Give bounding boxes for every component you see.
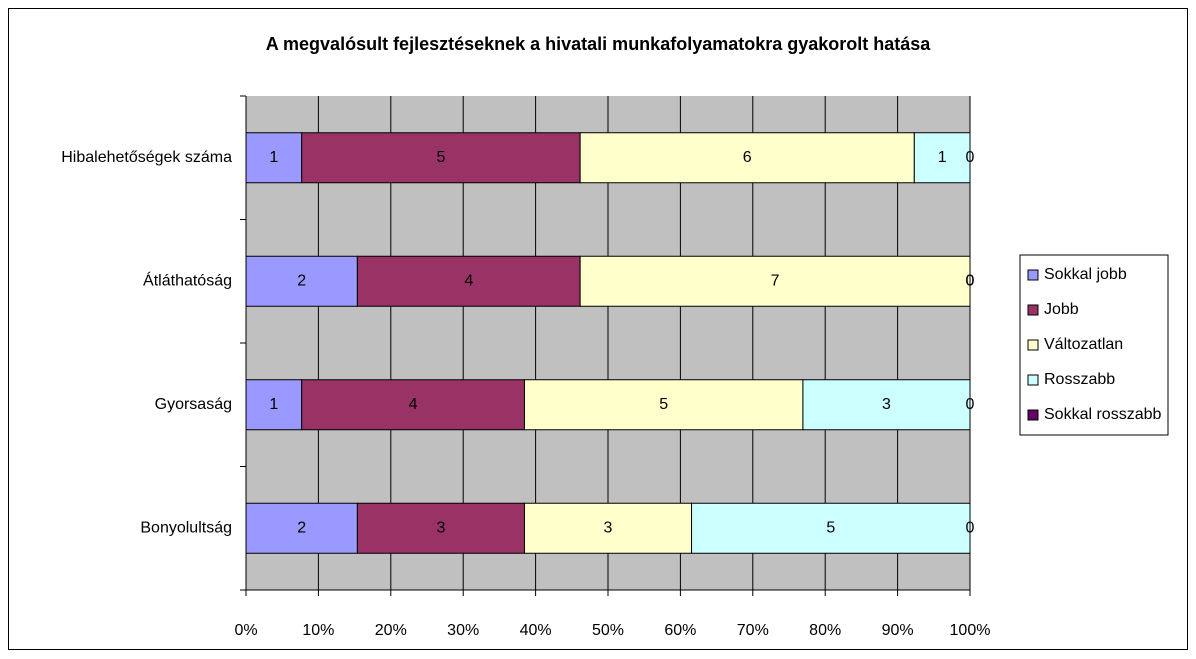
bar-segment bbox=[913, 132, 971, 184]
chart-title: A megvalósult fejlesztéseknek a hivatali… bbox=[266, 34, 932, 54]
data-label: 4 bbox=[464, 272, 473, 289]
legend-swatch bbox=[1027, 409, 1039, 421]
x-tick-label: 70% bbox=[737, 622, 769, 639]
data-label: 0 bbox=[966, 396, 975, 413]
data-label: 1 bbox=[938, 149, 947, 166]
bar-segment bbox=[245, 502, 358, 554]
legend-swatch bbox=[1027, 304, 1039, 316]
y-tick-label: Gyorsaság bbox=[155, 396, 232, 413]
legend-swatch bbox=[1027, 374, 1039, 386]
x-tick-label: 60% bbox=[664, 622, 696, 639]
data-label: 0 bbox=[966, 519, 975, 536]
x-tick-label: 50% bbox=[592, 622, 624, 639]
bar-segment bbox=[691, 502, 971, 554]
x-tick-label: 30% bbox=[447, 622, 479, 639]
bar-segment bbox=[356, 255, 581, 307]
legend-label: Rosszabb bbox=[1044, 371, 1115, 388]
bar-segment bbox=[245, 132, 303, 184]
data-label: 0 bbox=[966, 149, 975, 166]
x-tick-label: 80% bbox=[809, 622, 841, 639]
data-label: 2 bbox=[297, 272, 306, 289]
bar-segment bbox=[802, 379, 971, 431]
y-tick-label: Hibalehetőségek száma bbox=[61, 149, 232, 166]
bar-segment bbox=[301, 379, 525, 431]
data-label: 5 bbox=[436, 149, 445, 166]
data-label: 0 bbox=[966, 272, 975, 289]
data-label: 6 bbox=[743, 149, 752, 166]
x-tick-label: 90% bbox=[882, 622, 914, 639]
data-label: 3 bbox=[436, 519, 445, 536]
data-label: 7 bbox=[771, 272, 780, 289]
data-label: 3 bbox=[882, 396, 891, 413]
x-tick-label: 0% bbox=[234, 622, 257, 639]
legend-label: Változatlan bbox=[1044, 336, 1123, 353]
legend-label: Sokkal jobb bbox=[1044, 266, 1127, 283]
bar-segment bbox=[301, 132, 581, 184]
x-tick-label: 100% bbox=[950, 622, 991, 639]
legend-box bbox=[1019, 254, 1169, 436]
bar-segment bbox=[356, 502, 525, 554]
legend-label: Sokkal rosszabb bbox=[1044, 406, 1161, 423]
legend-swatch bbox=[1027, 339, 1039, 351]
x-tick-label: 20% bbox=[375, 622, 407, 639]
data-label: 1 bbox=[269, 396, 278, 413]
data-label: 1 bbox=[269, 149, 278, 166]
x-tick-label: 10% bbox=[302, 622, 334, 639]
bar-segment bbox=[523, 379, 804, 431]
data-label: 0 bbox=[966, 272, 975, 289]
bar-segment bbox=[245, 379, 303, 431]
data-label: 3 bbox=[604, 519, 613, 536]
x-tick-label: 40% bbox=[520, 622, 552, 639]
bar-segment bbox=[245, 255, 358, 307]
data-label: 2 bbox=[297, 519, 306, 536]
bar-segment bbox=[579, 132, 915, 184]
data-label: 5 bbox=[826, 519, 835, 536]
y-tick-label: Átláthatóság bbox=[143, 270, 232, 289]
data-label: 5 bbox=[659, 396, 668, 413]
legend-swatch bbox=[1027, 269, 1039, 281]
legend-label: Jobb bbox=[1044, 301, 1079, 318]
bar-segment bbox=[579, 255, 971, 307]
bar-segment bbox=[523, 502, 693, 554]
data-label: 4 bbox=[409, 396, 418, 413]
y-tick-label: Bonyolultság bbox=[140, 519, 232, 536]
